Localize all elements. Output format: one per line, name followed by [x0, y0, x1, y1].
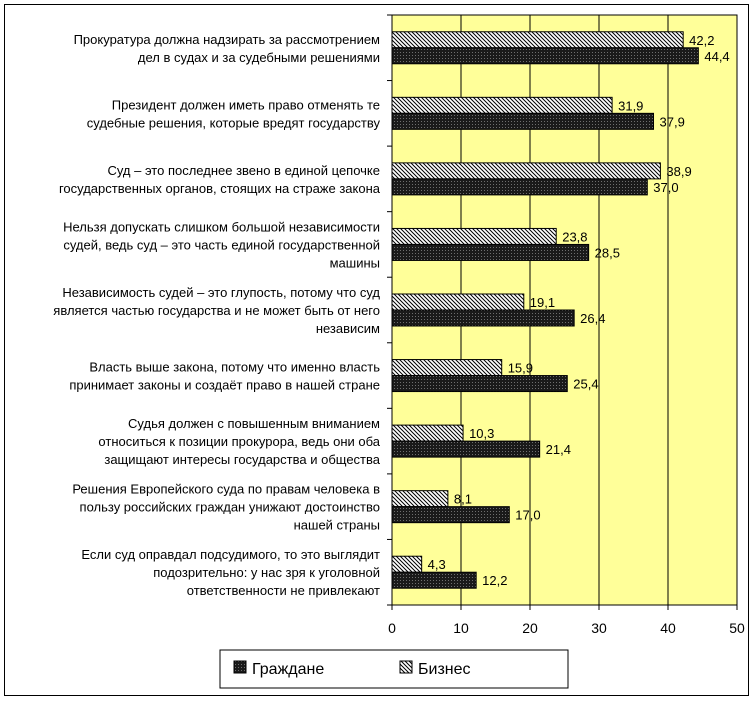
legend-label-hatch: Бизнес: [418, 661, 471, 678]
category-label-line: нашей страны: [294, 518, 380, 533]
category-label-line: принимает законы и создаёт право в нашей…: [69, 378, 380, 393]
category-label-line: судебные решения, которые вредят государ…: [87, 115, 381, 130]
category-label-line: пользу российских граждан унижают достои…: [80, 500, 380, 515]
category-label-8: Если суд оправдал подсудимого, то это вы…: [81, 547, 380, 598]
bar-hatch-5: [391, 359, 503, 377]
category-label-line: относиться к позиции прокурора, ведь они…: [98, 434, 380, 449]
category-label-2: Суд – это последнее звено в единой цепоч…: [59, 163, 381, 196]
x-tick-label-0: 0: [388, 620, 396, 636]
x-tick-label-20: 20: [522, 620, 538, 636]
value-label-hatch-0: 42,2: [689, 33, 714, 48]
category-label-line: Независимость судей – это глупость, пото…: [62, 285, 380, 300]
bar-dark-dots-2: [391, 178, 648, 196]
category-label-line: ответственности не привлекают: [187, 583, 380, 598]
legend-swatch-dark-dots: [233, 660, 247, 674]
value-label-dark-dots-1: 37,9: [660, 114, 685, 129]
value-label-hatch-2: 38,9: [666, 164, 691, 179]
category-label-3: Нельзя допускать слишком большой независ…: [63, 219, 380, 270]
value-label-dark-dots-7: 17,0: [515, 508, 540, 523]
value-label-hatch-5: 15,9: [508, 361, 533, 376]
bar-hatch-3: [391, 227, 557, 245]
category-label-7: Решения Европейского суда по правам чело…: [72, 482, 380, 533]
category-label-line: Суд – это последнее звено в единой цепоч…: [107, 163, 380, 178]
category-label-4: Независимость судей – это глупость, пото…: [53, 285, 380, 336]
category-label-line: подозрительно: у нас зря к уголовной: [153, 565, 380, 580]
category-label-line: машины: [330, 255, 380, 270]
value-label-hatch-6: 10,3: [469, 426, 494, 441]
value-label-dark-dots-4: 26,4: [580, 311, 605, 326]
category-label-line: Власть выше закона, потому что именно вл…: [89, 360, 380, 375]
bar-dark-dots-6: [391, 440, 541, 458]
bar-hatch-7: [391, 490, 449, 508]
x-tick-label-30: 30: [591, 620, 607, 636]
category-label-line: Нельзя допускать слишком большой независ…: [63, 219, 380, 234]
category-label-1: Президент должен иметь право отменять те…: [87, 97, 381, 130]
category-label-0: Прокуратура должна надзирать за рассмотр…: [74, 32, 380, 65]
value-label-hatch-3: 23,8: [562, 229, 587, 244]
value-label-hatch-8: 4,3: [428, 557, 446, 572]
value-label-dark-dots-3: 28,5: [595, 245, 620, 260]
legend-label-dark-dots: Граждане: [252, 661, 324, 678]
category-label-line: государственных органов, стоящих на стра…: [59, 181, 381, 196]
bar-hatch-6: [391, 424, 464, 442]
category-label-line: судей, ведь суд – это часть единой госуд…: [63, 237, 380, 252]
category-label-line: Если суд оправдал подсудимого, то это вы…: [81, 547, 380, 562]
value-label-dark-dots-2: 37,0: [653, 180, 678, 195]
bar-hatch-1: [391, 96, 613, 114]
category-label-line: является частью государства и не может б…: [53, 303, 380, 318]
legend-swatch-hatch: [399, 660, 413, 674]
category-label-6: Судья должен с повышенным вниманием относ…: [98, 416, 380, 467]
x-tick-label-10: 10: [453, 620, 469, 636]
x-tick-label-40: 40: [660, 620, 676, 636]
bar-dark-dots-0: [391, 47, 699, 65]
category-label-line: дел в судах и за судебными решениями: [138, 50, 380, 65]
value-label-hatch-1: 31,9: [618, 98, 643, 113]
category-label-line: защищают интересы государства и общества: [104, 452, 380, 467]
bar-hatch-8: [391, 555, 423, 573]
value-label-dark-dots-0: 44,4: [704, 49, 729, 64]
value-label-dark-dots-8: 12,2: [482, 573, 507, 588]
category-label-5: Власть выше закона, потому что именно вл…: [69, 360, 380, 393]
bar-dark-dots-8: [391, 571, 477, 589]
bar-dark-dots-4: [391, 309, 575, 327]
value-label-hatch-7: 8,1: [454, 492, 472, 507]
bar-dark-dots-5: [391, 375, 568, 393]
bar-dark-dots-1: [391, 112, 655, 130]
category-label-line: Президент должен иметь право отменять те: [112, 97, 380, 112]
category-label-line: Решения Европейского суда по правам чело…: [72, 482, 380, 497]
bar-hatch-4: [391, 293, 525, 311]
bar-hatch-0: [391, 31, 684, 49]
category-label-line: Прокуратура должна надзирать за рассмотр…: [74, 32, 380, 47]
bar-dark-dots-7: [391, 506, 510, 524]
bar-hatch-2: [391, 162, 661, 180]
value-label-dark-dots-6: 21,4: [546, 442, 571, 457]
x-tick-label-50: 50: [729, 620, 745, 636]
value-label-hatch-4: 19,1: [530, 295, 555, 310]
category-label-line: Судья должен с повышенным вниманием: [128, 416, 380, 431]
value-label-dark-dots-5: 25,4: [573, 377, 598, 392]
bar-dark-dots-3: [391, 243, 590, 261]
category-label-line: независим: [316, 321, 380, 336]
legend-box: [219, 649, 569, 689]
